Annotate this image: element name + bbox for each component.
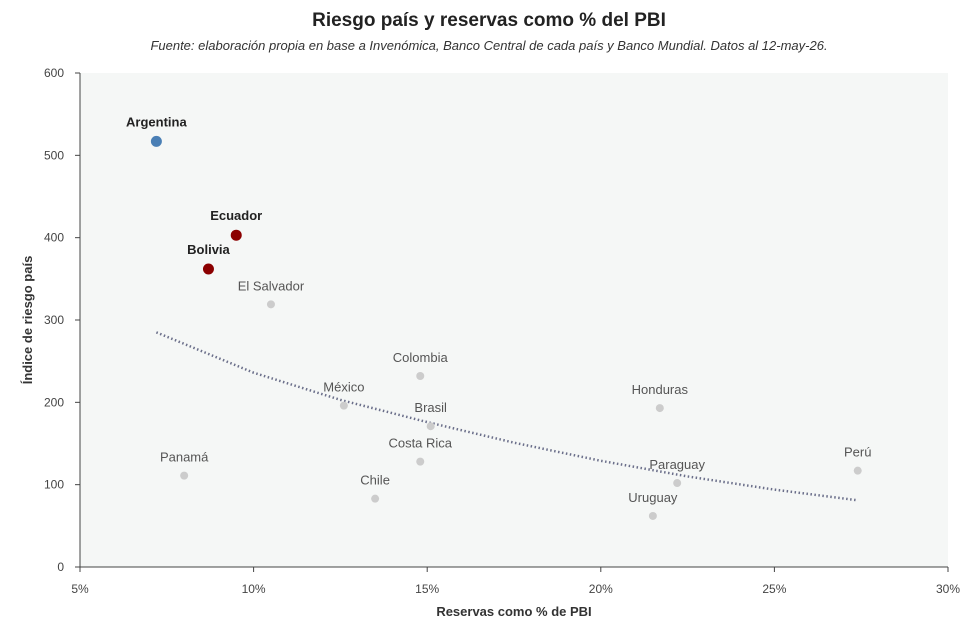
point-argentina	[150, 135, 162, 147]
x-tick-label: 10%	[242, 582, 266, 596]
label-colombia: Colombia	[393, 350, 449, 365]
label-argentina: Argentina	[126, 114, 187, 129]
label-uruguay: Uruguay	[628, 490, 678, 505]
label-mexico: México	[323, 380, 364, 395]
plot-area	[80, 73, 948, 567]
x-tick-label: 25%	[762, 582, 786, 596]
y-tick-label: 400	[44, 231, 64, 245]
label-panama: Panamá	[160, 450, 209, 465]
y-axis-title: Índice de riesgo país	[20, 256, 35, 385]
label-ecuador: Ecuador	[210, 208, 262, 223]
label-honduras: Honduras	[632, 382, 689, 397]
chart-title: Riesgo país y reservas como % del PBI	[312, 10, 666, 31]
x-tick-label: 5%	[71, 582, 89, 596]
y-tick-label: 500	[44, 148, 64, 162]
y-tick-label: 600	[44, 66, 64, 80]
label-el-salvador: El Salvador	[238, 278, 305, 293]
label-peru: Perú	[844, 445, 871, 460]
label-costa-rica: Costa Rica	[388, 436, 452, 451]
point-paraguay	[673, 479, 682, 488]
point-brasil	[426, 422, 435, 431]
label-bolivia: Bolivia	[187, 242, 230, 257]
point-panama	[180, 471, 189, 480]
x-tick-label: 15%	[415, 582, 439, 596]
point-ecuador	[230, 229, 242, 241]
point-costa-rica	[416, 457, 425, 466]
point-labels: Argentina Ecuador Bolivia El Salvador Colomb…	[126, 114, 871, 505]
data-points	[150, 135, 862, 520]
point-mexico	[339, 401, 348, 410]
x-tick-labels: 5% 10% 15% 20% 25% 30%	[71, 567, 960, 596]
y-tick-label: 300	[44, 313, 64, 327]
y-tick-label: 200	[44, 395, 64, 409]
y-tick-label: 0	[57, 560, 64, 574]
point-el-salvador	[266, 300, 275, 309]
y-tick-label: 100	[44, 478, 64, 492]
label-brasil: Brasil	[414, 400, 447, 415]
label-paraguay: Paraguay	[649, 457, 705, 472]
x-axis-title: Reservas como % de PBI	[436, 604, 591, 619]
point-colombia	[416, 371, 425, 380]
x-tick-label: 30%	[936, 582, 960, 596]
point-peru	[853, 466, 862, 475]
label-chile: Chile	[360, 473, 390, 488]
x-tick-label: 20%	[589, 582, 613, 596]
point-bolivia	[202, 263, 214, 275]
point-chile	[371, 494, 380, 503]
point-uruguay	[648, 511, 657, 520]
chart-subtitle: Fuente: elaboración propia en base a Inv…	[150, 38, 828, 53]
point-honduras	[655, 404, 664, 413]
y-tick-labels: 0 100 200 300 400 500 600	[44, 66, 80, 574]
